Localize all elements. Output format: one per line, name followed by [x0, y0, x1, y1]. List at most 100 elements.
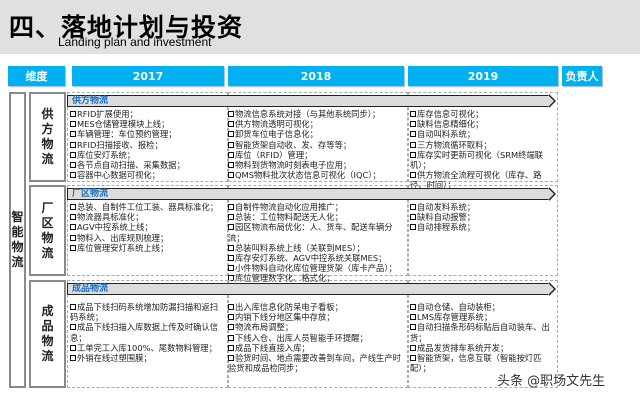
checkbox-icon [70, 204, 76, 210]
list-item: 库存实时更新可视化（SRM终端联机）； [410, 149, 544, 171]
column-frame [408, 185, 558, 276]
header-owner: 负责人 [562, 66, 602, 86]
checkbox-icon [410, 214, 416, 221]
header-2017: 2017 [72, 66, 224, 86]
checkbox-icon [228, 224, 234, 231]
list-item: 物料入、出库规则梳理； [70, 233, 224, 243]
checkbox-icon [228, 255, 234, 262]
list-item: 自动排程系统； [410, 222, 556, 232]
column-frame [67, 92, 228, 182]
column-frame [408, 92, 558, 182]
checkbox-icon [228, 324, 234, 331]
list-item: 下线入仓、出库人员智能手环提醒； [228, 333, 406, 343]
list-item: 物流信息系统对接（与其他系统同步）； [228, 109, 406, 119]
arrow-icon [548, 282, 556, 296]
arrow-icon [548, 187, 556, 201]
list-item: 自动发料系统； [410, 202, 556, 212]
checkbox-icon [410, 304, 416, 310]
list-item: AGV中控系统上线； [70, 222, 224, 232]
checkbox-icon [410, 121, 416, 128]
checkbox-icon [70, 324, 76, 331]
list-item: 外销在线过塑围膜； [70, 353, 224, 363]
checkbox-icon [228, 111, 234, 117]
checkbox-icon [70, 344, 76, 351]
column-frame [228, 185, 408, 276]
y2019-list: 自动发料系统； 缺料自动报警； 自动排程系统； [410, 202, 556, 233]
list-item: 工单完工入库100%、尾数物料管理； [70, 343, 224, 353]
y2017-list: 成品下线扫码系统增加防漏扫描和返扫码系统； 成品下线扫描入库数据上传及时确认信息；… [70, 302, 224, 363]
list-item: 智能货架，信息互联（智能按灯匹配）； [410, 353, 542, 374]
checkbox-icon [410, 204, 416, 210]
section-label: 供方物流 [29, 92, 66, 182]
y2018-list: 自制件物流自动化应用推广； 总装：工位物料配送无人化； 园区物流布局优化：人、货车、… [228, 202, 406, 284]
list-item: 自动仓储、自动装柜； [410, 302, 556, 312]
checkbox-icon [70, 131, 76, 138]
column-frame [67, 185, 228, 276]
list-item: 缺料信息精细化； [410, 119, 556, 129]
list-item: 智能货架自动收、发、存等等； [228, 140, 406, 150]
list-item: 内销下线分地区集中存放； [228, 312, 406, 322]
checkbox-icon [410, 314, 416, 321]
checkbox-icon [228, 204, 234, 210]
checkbox-icon [410, 111, 416, 117]
checkbox-icon [410, 355, 416, 362]
checkbox-icon [70, 224, 76, 231]
list-item: 供方物流透明可视化； [228, 119, 406, 129]
checkbox-icon [410, 151, 416, 158]
checkbox-icon [70, 355, 76, 362]
checkbox-icon [410, 172, 416, 179]
list-item: 成品发货排车系统开发； [410, 343, 556, 353]
column-frame [408, 280, 558, 388]
column-frame [228, 280, 408, 388]
checkbox-icon [70, 121, 76, 128]
watermark: 头条 @职场文先生 [497, 374, 606, 389]
checkbox-icon [228, 162, 234, 169]
checkbox-icon [70, 151, 76, 158]
checkbox-icon [70, 141, 76, 148]
y2018-list: 出入库信息化防呆电子看板； 内销下线分地区集中存放； 物流布局调整； 下线入仓、出库人… [228, 302, 406, 373]
checkbox-icon [228, 314, 234, 321]
checkbox-icon [228, 121, 234, 128]
list-item: RFID扩展使用； [70, 109, 224, 119]
list-item: 库存信息可视化； [410, 109, 556, 119]
section-banner: 成品物流 [67, 283, 549, 295]
checkbox-icon [228, 334, 234, 341]
checkbox-icon [228, 214, 234, 221]
checkbox-icon [70, 162, 76, 169]
list-item: 各节点自动扫描、采集数据； [70, 160, 224, 170]
checkbox-icon [228, 244, 234, 251]
list-item: 库位管理安灯系统上线； [70, 243, 224, 253]
checkbox-icon [228, 355, 234, 362]
list-item: 自动扫描条形码标贴后自动装车、出货； [410, 322, 550, 343]
checkbox-icon [70, 244, 76, 251]
column-frame [67, 280, 228, 388]
list-item: 自动叫料系统； [410, 129, 556, 139]
header-2019: 2019 [408, 66, 558, 86]
list-item: 自制件物流自动化应用推广； [228, 202, 406, 212]
y2017-list: RFID扩展使用； MES仓储管理模块上线； 车辆管理：车位预约管理； RFID扫描接… [70, 109, 224, 180]
checkbox-icon [228, 151, 234, 158]
checkbox-icon [410, 131, 416, 138]
list-item: 园区物流布局优化：人、货车、配送车辆分流； [228, 222, 393, 243]
checkbox-icon [228, 344, 234, 351]
section-label: 厂区物流 [29, 185, 66, 276]
list-item: 出入库信息化防呆电子看板； [228, 302, 406, 312]
arrow-icon [548, 94, 556, 108]
list-item: LMS库存管理系统； [410, 312, 556, 322]
list-item: 总装：工位物料配送无人化； [228, 212, 406, 222]
list-item: 总装、自制件工位工装、器具标准化； [70, 202, 224, 212]
list-item: 物流器具标准化； [70, 212, 224, 222]
checkbox-icon [410, 224, 416, 231]
list-item: 物流布局调整； [228, 322, 406, 332]
checkbox-icon [410, 141, 416, 148]
list-item: 卸货车位电子信息化； [228, 129, 406, 139]
checkbox-icon [228, 141, 234, 148]
list-item: 库存安灯系统、AGV中控系统关联MES； [228, 253, 406, 263]
list-item: 库位安灯系统； [70, 150, 224, 160]
y2019-list: 库存信息可视化； 缺料信息精细化； 自动叫料系统； 三方物流循环取料； 库存实时更新可视… [410, 109, 556, 191]
y2018-list: 物流信息系统对接（与其他系统同步）； 供方物流透明可视化； 卸货车位电子信息化； 智能… [228, 109, 406, 180]
header-dimension: 维度 [8, 66, 65, 86]
section-label: 成品物流 [29, 280, 66, 388]
list-item: 验货时间、地点需要改善到车间，产线生产时验货和成品检同步； [228, 353, 401, 374]
checkbox-icon [70, 111, 76, 117]
